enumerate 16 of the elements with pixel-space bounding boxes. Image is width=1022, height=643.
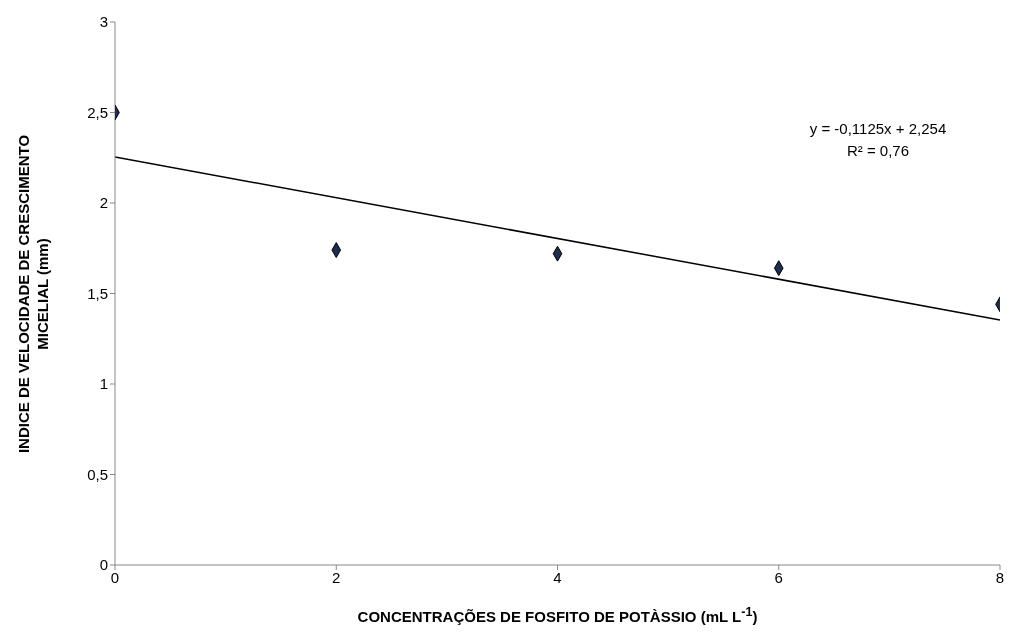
annotation: y = -0,1125x + 2,254: [808, 119, 948, 139]
y-axis-title: INDICE DE VELOCIDADE DE CRESCIMENTO MICELIAL (mm): [14, 133, 52, 455]
x-tick-label: 4: [553, 568, 562, 586]
annotation: R² = 0,76: [845, 141, 911, 161]
y-tick-label: 0: [99, 556, 108, 574]
y-tick-label: 0,5: [87, 465, 108, 483]
x-tick-label: 0: [110, 568, 120, 586]
y-tick-label: 3: [99, 13, 108, 31]
x-tick-label: 8: [995, 568, 1005, 586]
x-tick-label: 6: [774, 568, 783, 586]
y-tick-label: 2: [99, 194, 108, 212]
y-tick-label: 2,5: [87, 103, 108, 121]
y-tick-label: 1,5: [87, 284, 108, 302]
y-tick-label: 1: [99, 375, 108, 393]
x-axis-title: CONCENTRAÇÕES DE FOSFITO DE POTÀSSIO (mL L$^{-1}$): [356, 605, 759, 625]
x-tick-label: 2: [332, 568, 341, 586]
